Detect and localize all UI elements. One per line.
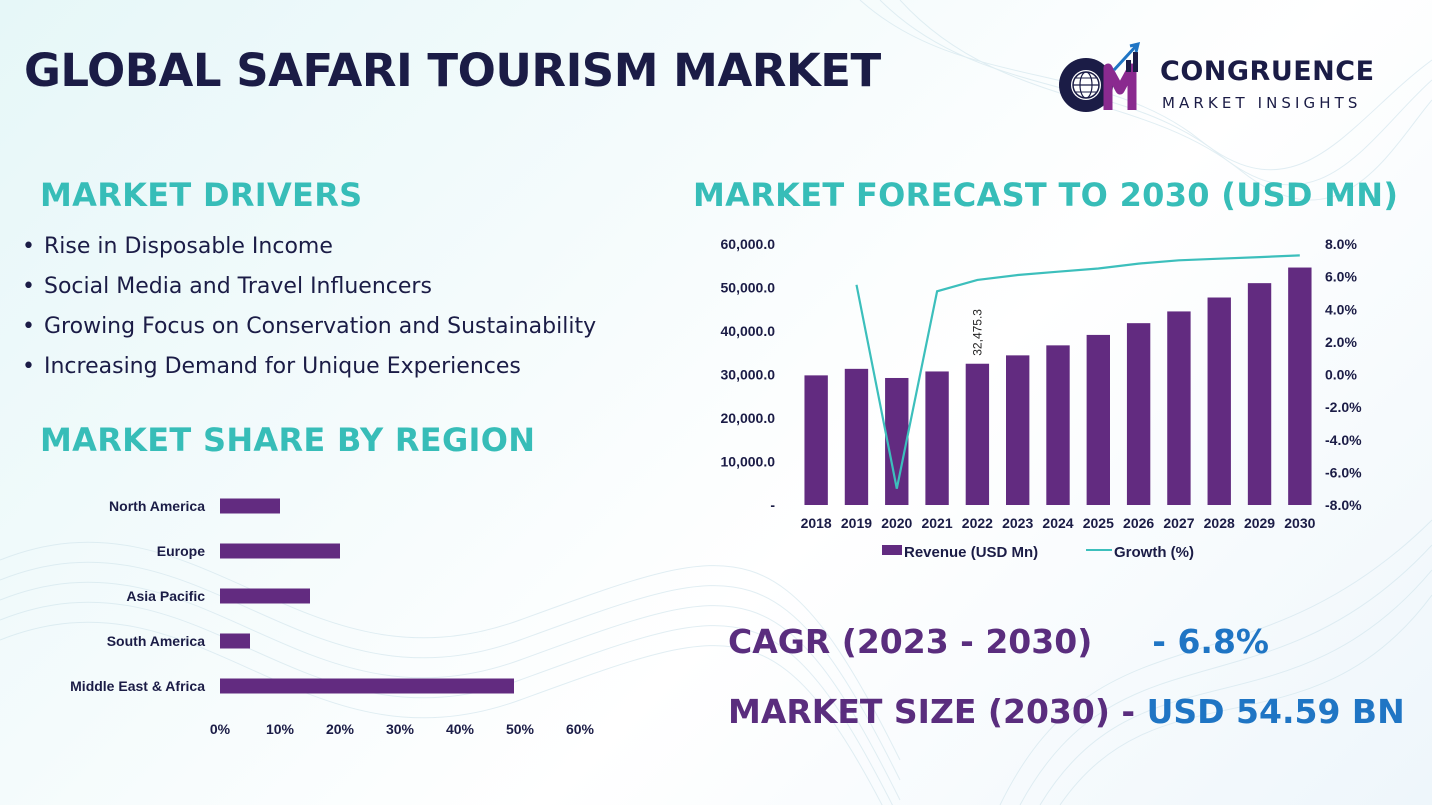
cagr-value: - 6.8% [1152,622,1269,661]
region-bar [220,543,340,559]
y-tick-label: 40,000.0 [721,323,776,339]
growth-line [855,254,1300,489]
year-label: 2024 [1042,515,1073,531]
revenue-bar [1288,267,1312,505]
drivers-list: • Rise in Disposable Income • Social Media… [22,230,596,390]
year-label: 2021 [921,515,952,531]
x-tick-label: 20% [326,721,355,737]
cagr-label: CAGR (2023 - 2030) [728,622,1093,661]
year-label: 2018 [801,515,832,531]
region-bar [220,498,280,514]
y2-tick-label: 4.0% [1325,301,1357,317]
revenue-bar [1126,323,1151,505]
revenue-bar [1046,345,1070,505]
legend-growth-label: Growth (%) [1114,544,1194,561]
year-label: 2026 [1123,515,1154,531]
driver-item: • Rise in Disposable Income [22,234,333,259]
year-label: 2020 [881,515,912,531]
revenue-bar [1207,297,1231,505]
region-label: Middle East & Africa [70,678,205,694]
cagr-kpi: CAGR (2023 - 2030) - 6.8% [728,622,1269,661]
y-tick-label: 60,000.0 [721,236,776,252]
revenue-bar [1167,311,1191,505]
region-label: North America [109,498,205,514]
y2-tick-label: 0.0% [1325,367,1357,383]
logo-tagline: MARKET INSIGHTS [1162,94,1362,112]
y-tick-label: 30,000.0 [721,367,776,383]
y2-tick-label: 2.0% [1325,334,1357,350]
revenue-bar [844,368,869,505]
share-heading: MARKET SHARE BY REGION [40,421,536,459]
y-tick-label: 50,000.0 [721,280,776,296]
company-logo: CONGRUENCE MARKET INSIGHTS [1046,40,1396,120]
x-tick-label: 10% [266,721,295,737]
driver-item: • Growing Focus on Conservation and Susta… [22,314,597,339]
region-bar [220,633,250,649]
x-tick-label: 30% [386,721,415,737]
year-label: 2030 [1284,515,1315,531]
revenue-bar [1086,334,1110,505]
driver-item: • Social Media and Travel Influencers [22,274,432,299]
year-label: 2023 [1002,515,1033,531]
year-label: 2019 [841,515,872,531]
year-label: 2025 [1083,515,1114,531]
logo-name: CONGRUENCE [1160,56,1375,87]
revenue-bar [965,363,990,505]
y2-tick-label: -8.0% [1325,497,1362,513]
y-tick-label: 20,000.0 [721,410,776,426]
legend-revenue-swatch [882,545,902,555]
y2-tick-label: 8.0% [1325,236,1357,252]
market-size-value: USD 54.59 BN [1146,692,1405,731]
revenue-bar [925,371,949,505]
cm-globe-growth-logo-icon [1059,41,1141,112]
region-share-chart: North America Europe Asia Pacific South Ame… [70,498,595,737]
x-tick-label: 50% [506,721,535,737]
region-label: South America [107,633,205,649]
region-label: Asia Pacific [126,588,205,604]
y-tick-label: 10,000.0 [721,454,776,470]
revenue-bar [1006,355,1030,505]
forecast-heading: MARKET FORECAST TO 2030 (USD MN) [693,176,1399,214]
x-tick-label: 0% [210,721,231,737]
y2-tick-label: 6.0% [1325,269,1357,285]
revenue-bar [1247,283,1272,505]
drivers-heading: MARKET DRIVERS [40,176,363,214]
legend-revenue-label: Revenue (USD Mn) [904,544,1038,561]
region-bar [220,678,514,694]
bar-data-label: 32,475.3 [970,309,984,356]
region-label: Europe [157,543,205,559]
x-tick-label: 40% [446,721,475,737]
year-label: 2027 [1163,515,1194,531]
forecast-chart: - 10,000.0 20,000.0 30,000.0 40,000.0 50,000.… [721,236,1363,561]
page-title: GLOBAL SAFARI TOURISM MARKET [24,44,881,97]
year-label: 2028 [1204,515,1235,531]
year-label: 2029 [1244,515,1275,531]
driver-item: • Increasing Demand for Unique Experience… [22,354,521,379]
revenue-bar [804,375,828,505]
year-label: 2022 [962,515,993,531]
region-bar [220,588,310,604]
y2-tick-label: -6.0% [1325,464,1362,480]
revenue-bar [885,377,909,505]
market-size-kpi: MARKET SIZE (2030) - USD 54.59 BN [728,692,1405,731]
y2-tick-label: -4.0% [1325,432,1362,448]
x-tick-label: 60% [566,721,595,737]
market-size-label: MARKET SIZE (2030) - [728,692,1136,731]
y2-tick-label: -2.0% [1325,399,1362,415]
y-tick-label: - [770,497,775,513]
